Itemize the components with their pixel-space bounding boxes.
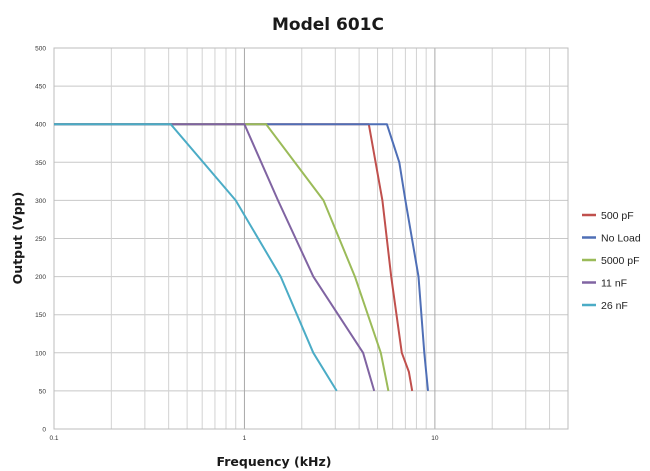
y-tick-label: 50 [39, 388, 47, 395]
series-line [54, 123, 390, 392]
y-tick-label: 100 [35, 350, 46, 357]
legend-label: No Load [601, 233, 641, 245]
chart-axes [53, 47, 569, 430]
series-line [54, 123, 414, 392]
legend-label: 5000 pF [601, 255, 640, 267]
y-tick-label: 0 [42, 427, 46, 434]
series-line [54, 123, 429, 391]
y-tick-label: 150 [35, 312, 46, 319]
x-tick-label: 0.1 [49, 435, 58, 442]
x-tick-labels: 0.1 1 10 [49, 435, 438, 442]
y-tick-label: 450 [35, 84, 46, 91]
y-tick-label: 500 [35, 46, 46, 53]
series-lines [54, 123, 429, 392]
x-tick-label: 1 [243, 435, 247, 442]
chart-title: Model 601C [272, 15, 384, 35]
y-tick-label: 200 [35, 274, 46, 281]
x-axis-title: Frequency (kHz) [217, 454, 332, 469]
legend-label: 500 pF [601, 210, 634, 222]
series-line [54, 123, 338, 392]
legend-label: 11 nF [601, 278, 627, 290]
legend-label: 26 nF [601, 300, 628, 312]
y-tick-label: 350 [35, 160, 46, 167]
series-line [54, 123, 376, 392]
y-tick-label: 250 [35, 236, 46, 243]
y-tick-labels: 0 50 100 150 200 250 300 350 400 450 500 [35, 46, 46, 434]
x-tick-label: 10 [431, 435, 439, 442]
y-axis-title: Output (Vpp) [10, 192, 25, 285]
y-tick-label: 300 [35, 198, 46, 205]
y-tick-label: 400 [35, 122, 46, 129]
legend: 500 pF No Load 5000 pF 11 nF 26 nF [582, 210, 641, 312]
chart-grid [54, 48, 568, 429]
plot-border [53, 47, 569, 430]
